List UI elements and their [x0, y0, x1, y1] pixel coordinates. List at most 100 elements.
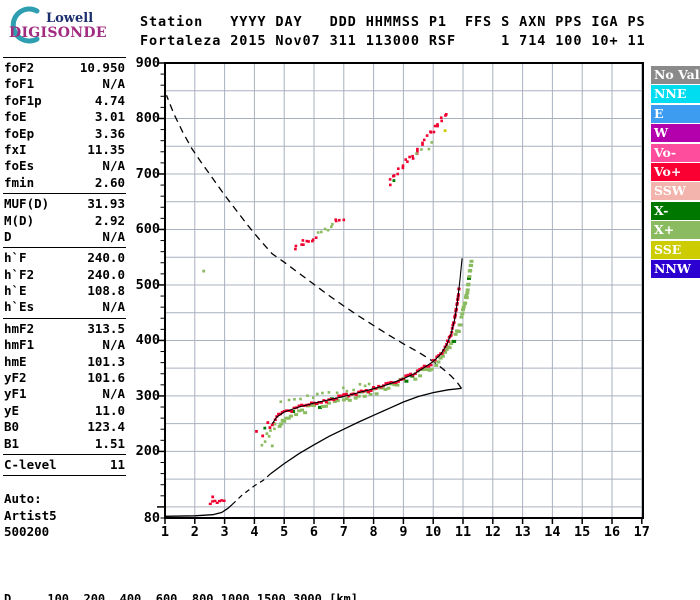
param-label: hmE: [4, 353, 27, 369]
y-axis-label: 200: [135, 443, 160, 460]
param-label: hmF2: [4, 320, 35, 336]
param-row: yF1 N/A: [3, 386, 126, 402]
param-value: 108.8: [87, 283, 125, 299]
y-axis-label: 300: [135, 387, 160, 404]
param-row: B0 123.4: [3, 419, 126, 435]
param-row: fxI 11.35: [3, 142, 126, 158]
param-value: N/A: [102, 158, 125, 174]
param-label: fxI: [4, 141, 27, 157]
param-label: h`Es: [4, 299, 35, 315]
autoscaling-text: 500200: [4, 524, 50, 540]
section-divider: [3, 475, 126, 477]
footer-rows: D 100 200 400 600 800 1000 1500 3000 [km…: [4, 554, 689, 600]
x-axis-label: 9: [399, 524, 408, 540]
param-row: h`E 108.8: [3, 283, 126, 299]
param-value: 101.6: [87, 370, 125, 386]
param-row: B1 1.51: [3, 436, 126, 452]
param-value: 11: [109, 456, 125, 472]
param-label: yF2: [4, 370, 27, 386]
param-value: 4.74: [94, 92, 125, 108]
param-label: C-level: [4, 456, 57, 472]
section-divider: [3, 57, 126, 58]
autoscaling-info-line: Artist5: [3, 508, 126, 524]
logo-text-lowell: Lowell: [46, 11, 94, 26]
param-label: foEs: [4, 158, 35, 174]
axis-ticks: [157, 62, 643, 524]
param-row: h`F 240.0: [3, 250, 126, 266]
param-row: foF1 N/A: [3, 76, 126, 92]
param-row: C-level 11: [3, 457, 126, 473]
x-axis-label: 13: [514, 524, 531, 540]
logo-arc-icon: [10, 6, 40, 44]
y-axis-label: 700: [135, 165, 160, 182]
param-label: hmF1: [4, 337, 35, 353]
x-axis-label: 16: [603, 524, 621, 540]
param-row: M(D) 2.92: [3, 213, 126, 229]
x-axis-label: 3: [220, 524, 229, 540]
param-label: yE: [4, 402, 20, 418]
y-axis-label: 900: [135, 55, 160, 71]
param-label: h`E: [4, 283, 27, 299]
param-label: B0: [4, 419, 20, 435]
param-value: 2.60: [94, 174, 125, 190]
param-value: 313.5: [87, 320, 125, 336]
legend-item-sse: SSE: [651, 240, 700, 259]
param-label: fmin: [4, 174, 35, 190]
ionogram-plot: [157, 62, 644, 524]
param-label: foE: [4, 109, 27, 125]
param-value: 240.0: [87, 266, 125, 282]
param-label: B1: [4, 435, 20, 451]
param-value: 3.01: [94, 109, 125, 125]
x-axis-label: 10: [425, 524, 442, 540]
param-value: 11.35: [87, 141, 125, 157]
param-value: 2.92: [94, 212, 125, 228]
param-label: MUF(D): [4, 196, 50, 212]
param-label: foF2: [4, 60, 35, 75]
x-axis-label: 8: [369, 524, 378, 540]
x-axis-label: 14: [544, 524, 561, 540]
lowell-digisonde-logo: Lowell DIGISONDE: [2, 2, 122, 48]
legend-item-vo-: Vo-: [651, 143, 700, 162]
param-value: 123.4: [87, 419, 125, 435]
param-panel: foF2 10.950 foF1 N/A foF1p 4.74 foE 3.01 foEp 3.3…: [3, 55, 126, 541]
plot-frame: [164, 62, 644, 519]
param-row: foEp 3.36: [3, 126, 126, 142]
param-value: N/A: [102, 337, 125, 353]
section-divider: [3, 317, 126, 319]
legend-item-nne: NNE: [651, 85, 700, 104]
y-axis-label: 600: [135, 221, 160, 238]
param-label: foF1: [4, 76, 35, 92]
param-value: 10.950: [79, 60, 125, 75]
legend-item-x+: X+: [651, 221, 700, 240]
e-trace: [208, 499, 226, 506]
logo-text-digisonde: DIGISONDE: [9, 25, 107, 41]
param-label: foEp: [4, 125, 35, 141]
param-row: h`Es N/A: [3, 299, 126, 315]
param-value: 11.0: [94, 402, 125, 418]
x-axis-label: 17: [633, 524, 650, 540]
param-value: 1.51: [94, 435, 125, 451]
legend-item-ssw: SSW: [651, 182, 700, 201]
x-axis-label: 4: [250, 524, 259, 540]
autoscaling-text: Auto:: [4, 491, 42, 507]
param-row: foEs N/A: [3, 158, 126, 174]
param-row: foF1p 4.74: [3, 93, 126, 109]
grid: [165, 63, 643, 518]
x-axis-label: 15: [574, 524, 591, 540]
param-value: N/A: [102, 386, 125, 402]
x-axis-label: 12: [484, 524, 501, 540]
station-header: Station YYYY DAY DDD HHMMSS P1 FFS S AXN…: [140, 13, 646, 51]
x-axis-label: 6: [309, 524, 319, 540]
x-axis-label: 2: [190, 524, 199, 540]
scatter-echoes: [202, 113, 448, 499]
param-row: yE 11.0: [3, 403, 126, 419]
legend-item-e: E: [651, 104, 700, 123]
param-row: fmin 2.60: [3, 175, 126, 191]
panel-gap: [3, 478, 126, 491]
legend-item-noval: No Val: [651, 66, 700, 84]
legend-item-w: W: [651, 124, 700, 143]
profile-curve: [164, 94, 463, 517]
param-row: yF2 101.6: [3, 370, 126, 386]
autoscaling-info-line: Auto:: [3, 491, 126, 507]
